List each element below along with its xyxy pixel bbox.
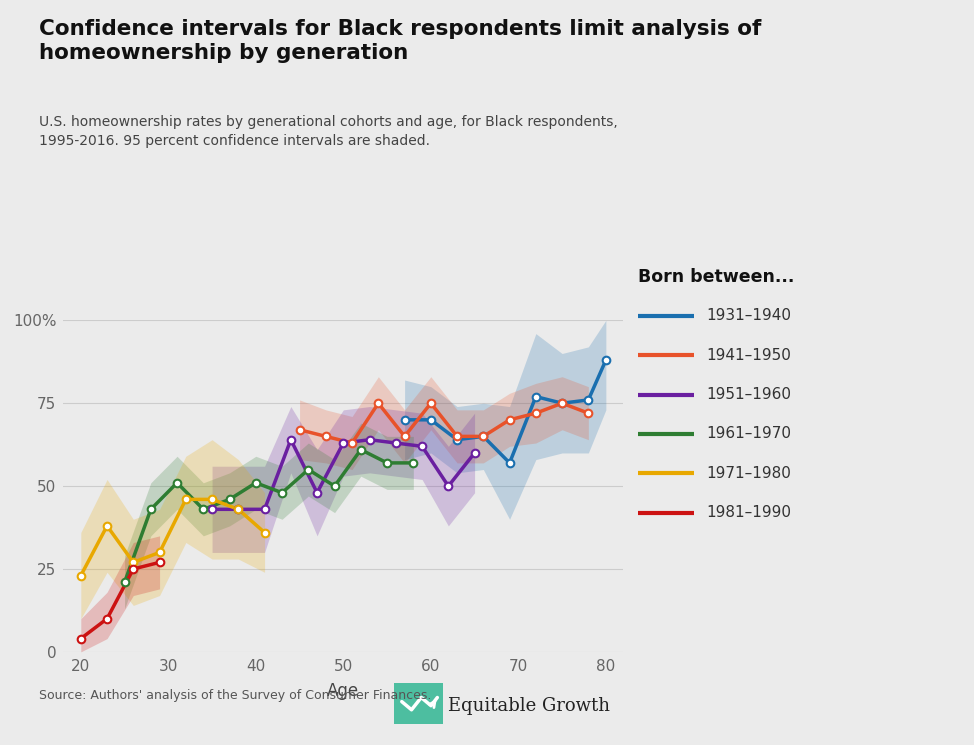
Text: 1961–1970: 1961–1970 — [706, 426, 792, 441]
FancyBboxPatch shape — [390, 679, 448, 729]
Text: Equitable Growth: Equitable Growth — [448, 697, 610, 714]
Text: Born between...: Born between... — [638, 268, 795, 286]
Text: 1981–1990: 1981–1990 — [706, 505, 792, 520]
Text: 1931–1940: 1931–1940 — [706, 308, 792, 323]
X-axis label: Age: Age — [327, 682, 359, 700]
Text: U.S. homeownership rates by generational cohorts and age, for Black respondents,: U.S. homeownership rates by generational… — [39, 115, 618, 148]
Text: 1941–1950: 1941–1950 — [706, 348, 792, 363]
Text: Confidence intervals for Black respondents limit analysis of
homeownership by ge: Confidence intervals for Black responden… — [39, 19, 762, 63]
Text: 1971–1980: 1971–1980 — [706, 466, 792, 481]
Text: Source: Authors' analysis of the Survey of Consumer Finances.: Source: Authors' analysis of the Survey … — [39, 689, 431, 702]
Text: 1951–1960: 1951–1960 — [706, 387, 792, 402]
